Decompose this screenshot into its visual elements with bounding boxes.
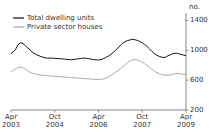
legend-label: Total dwelling units [26,14,95,22]
x-tick-label: Apr2003 [2,113,20,129]
y-axis [186,13,187,110]
x-tick-label: Apr2009 [177,113,195,129]
x-tick-label-line: Oct [136,113,148,121]
y-tick [186,20,189,21]
legend-swatch [13,26,24,27]
series-line [11,60,186,80]
lines [11,39,186,79]
x-tick-label-line: 2004 [46,121,64,129]
legend: Total dwelling unitsPrivate sector house… [13,14,103,31]
y-tick-label: 1400 [190,16,208,24]
x-tick-label-line: Apr [5,113,17,121]
x-tick-label-line: 2009 [177,121,195,129]
x-tick-label-line: Apr [92,113,104,121]
x-tick-label-line: 2006 [90,121,108,129]
x-tick-label: Oct2007 [133,113,151,129]
x-tick-label: Apr2006 [90,113,108,129]
legend-swatch [13,17,24,18]
x-tick-label-line: Apr [180,113,192,121]
chart: 20060010001400no.Apr2003Oct2004Apr2006Oc… [0,0,215,132]
y-axis-label: no. [189,3,200,11]
x-tick-label-line: 2007 [133,121,151,129]
x-tick-label-line: Oct [49,113,61,121]
x-tick-label-line: 2003 [2,121,20,129]
y-tick-label: 1000 [190,46,208,54]
y-tick [186,110,189,111]
y-tick-label: 600 [190,76,203,84]
y-tick [186,50,189,51]
y-tick [186,80,189,81]
x-tick-label: Oct2004 [46,113,64,129]
legend-label: Private sector houses [27,23,103,31]
series-line [11,39,186,60]
